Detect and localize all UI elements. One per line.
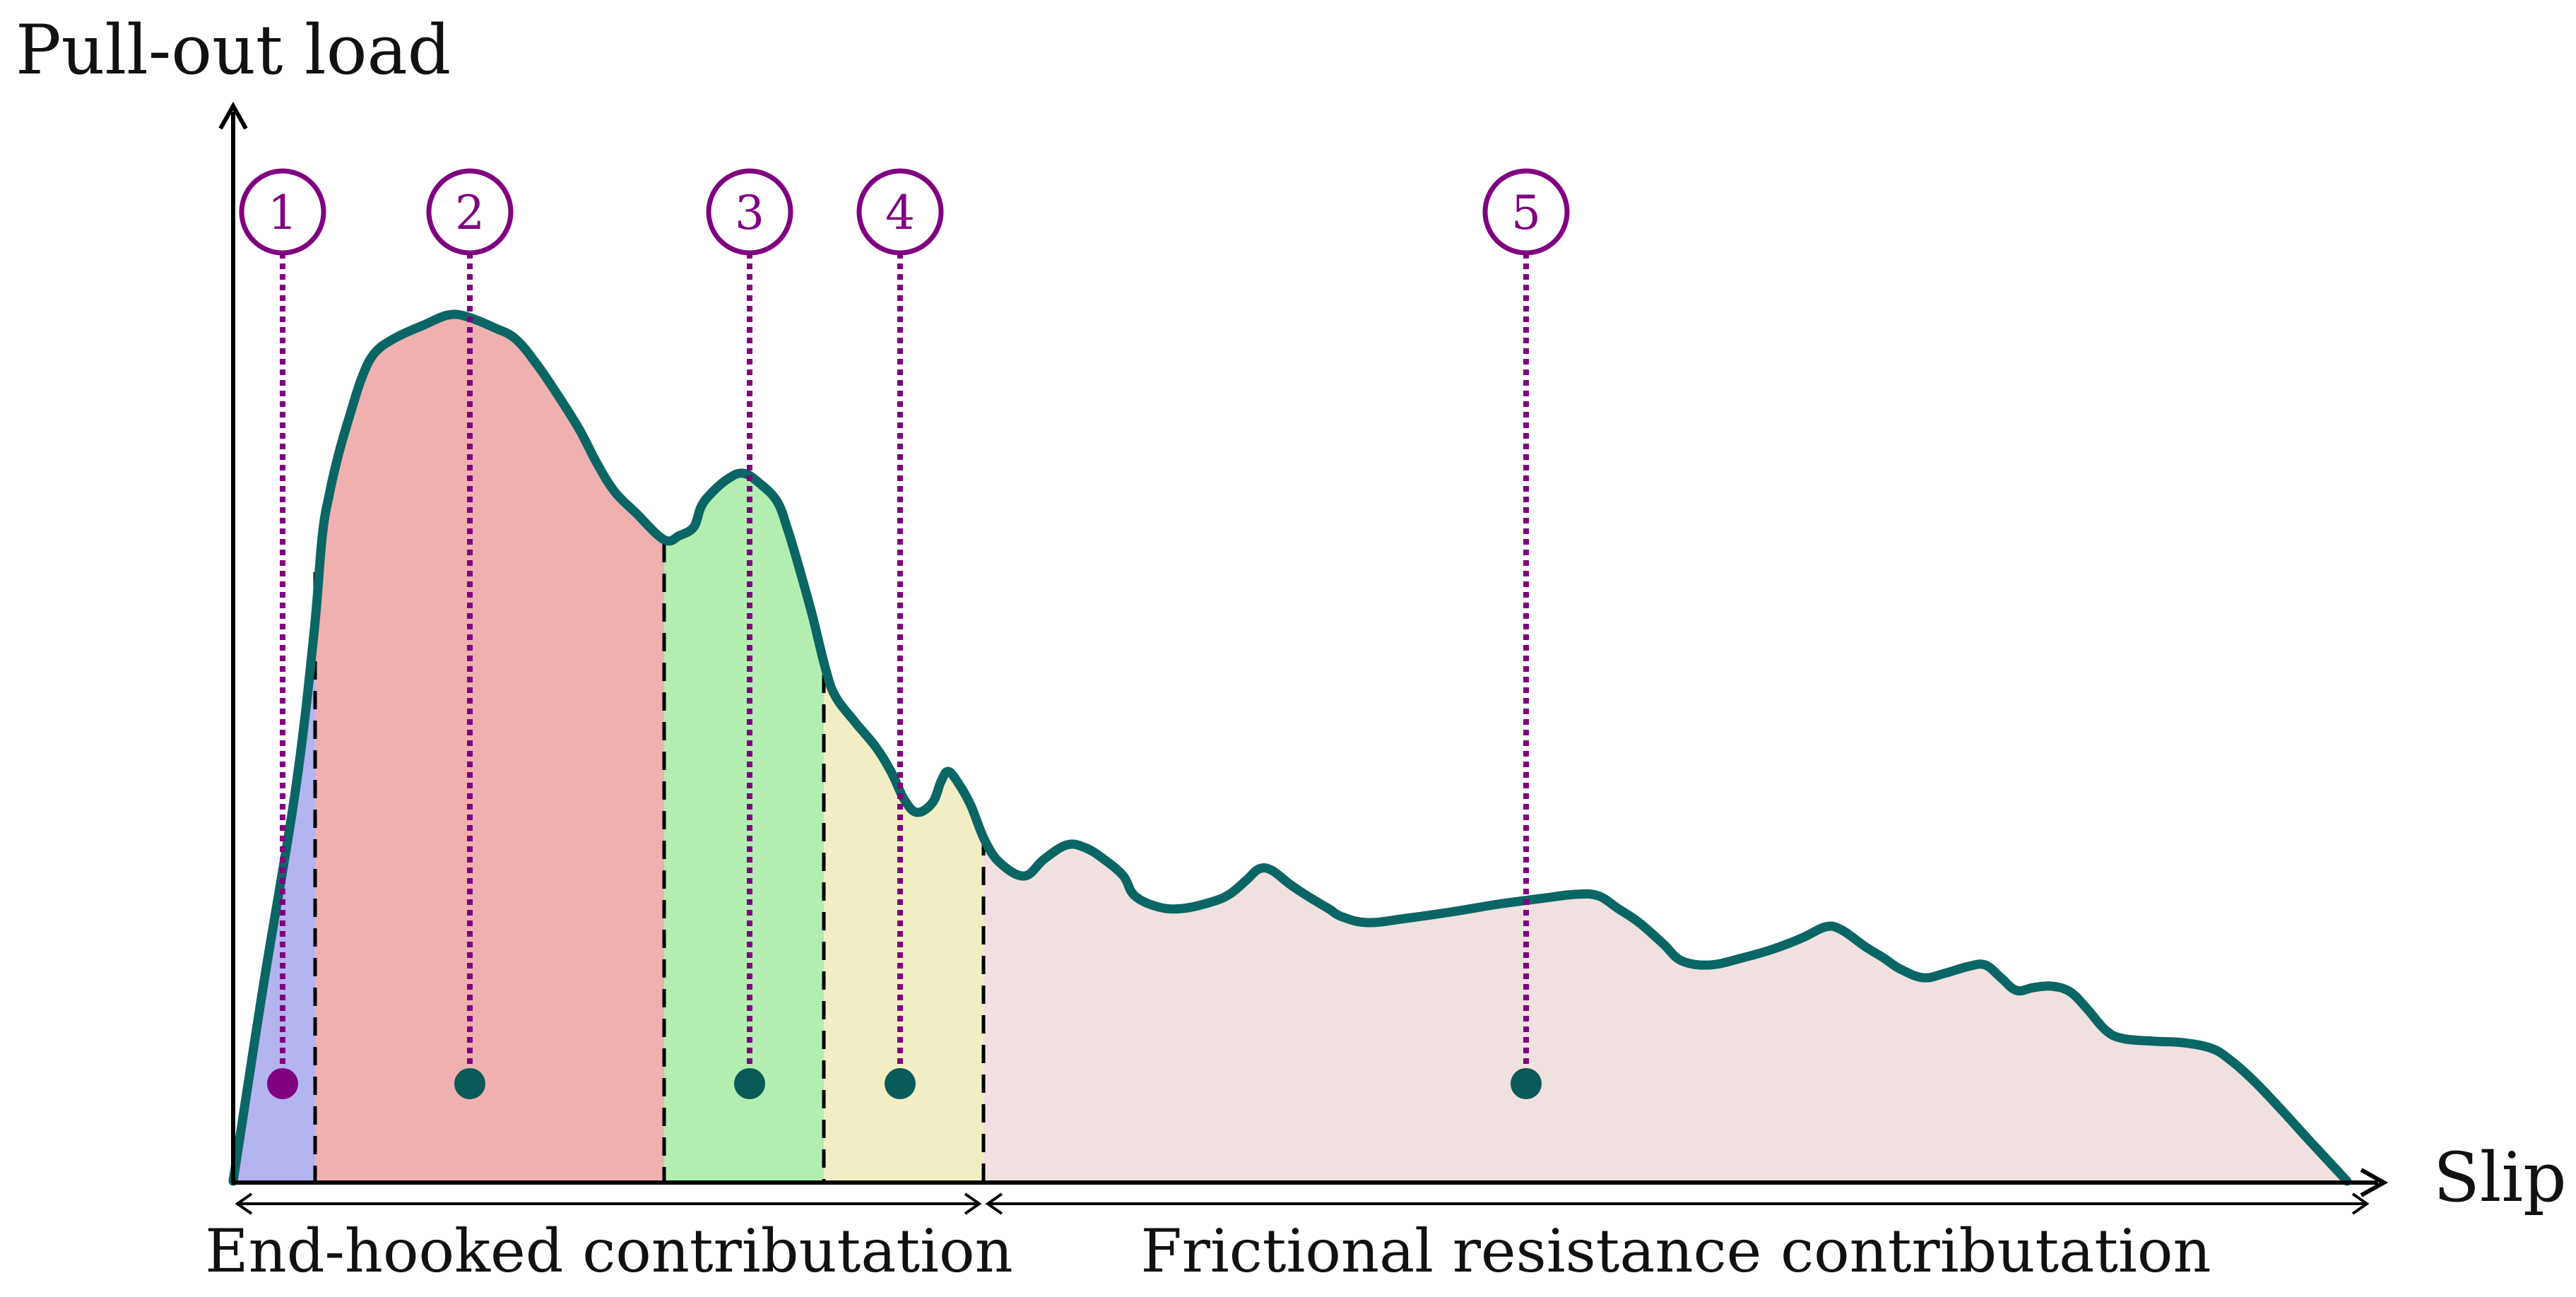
stage-4-badge (856, 168, 944, 256)
end-hooked-span-label: End-hooked contributation (205, 1216, 1012, 1286)
stage-1-point (267, 1068, 298, 1099)
x-axis-label: Slip (2433, 1138, 2567, 1217)
stage-2-region (315, 314, 664, 1183)
y-axis-arrow (218, 101, 248, 130)
stage-1-number: 1 (268, 186, 297, 240)
span-arrows (235, 1192, 2370, 1215)
stage-4-region (824, 314, 983, 1183)
stage-5-marker: 5 (1482, 168, 1570, 1099)
stage-3-marker: 3 (706, 168, 793, 1099)
stage-2-point (454, 1068, 485, 1099)
frictional-span-left-tip (985, 1192, 1003, 1215)
stage-2-badge (426, 168, 514, 256)
stage-5-number: 5 (1511, 186, 1541, 240)
stage-4-marker: 4 (856, 168, 944, 1099)
stage-1-region (233, 314, 315, 1183)
stage-5-point (1511, 1068, 1542, 1099)
stage-4-point (885, 1068, 916, 1099)
stage-5-region (983, 314, 2347, 1183)
stage-4-number: 4 (885, 186, 915, 240)
x-axis-arrow (2360, 1168, 2389, 1197)
frictional-span-label: Frictional resistance contributation (1140, 1216, 2211, 1286)
stage-2-marker: 2 (426, 168, 514, 1099)
frictional-span-right-tip (2351, 1192, 2370, 1215)
stage-5-badge (1482, 168, 1570, 256)
load-slip-curve (228, 309, 2352, 1186)
stage-3-badge (706, 168, 793, 256)
stage-2-number: 2 (455, 186, 485, 240)
stage-regions (233, 314, 2347, 1183)
stage-dividers (313, 544, 986, 1181)
axes (218, 101, 2389, 1197)
stage-3-region (664, 314, 824, 1183)
y-axis-label: Pull-out load (16, 11, 451, 90)
stage-1-marker: 1 (239, 168, 326, 1099)
end-hooked-span-left-tip (235, 1192, 253, 1215)
end-hooked-span-right-tip (964, 1192, 982, 1215)
stage-1-badge (239, 168, 326, 256)
stage-markers: 1 2 3 4 5 (239, 168, 1570, 1099)
stage-3-point (734, 1068, 765, 1099)
stage-3-number: 3 (735, 186, 764, 240)
